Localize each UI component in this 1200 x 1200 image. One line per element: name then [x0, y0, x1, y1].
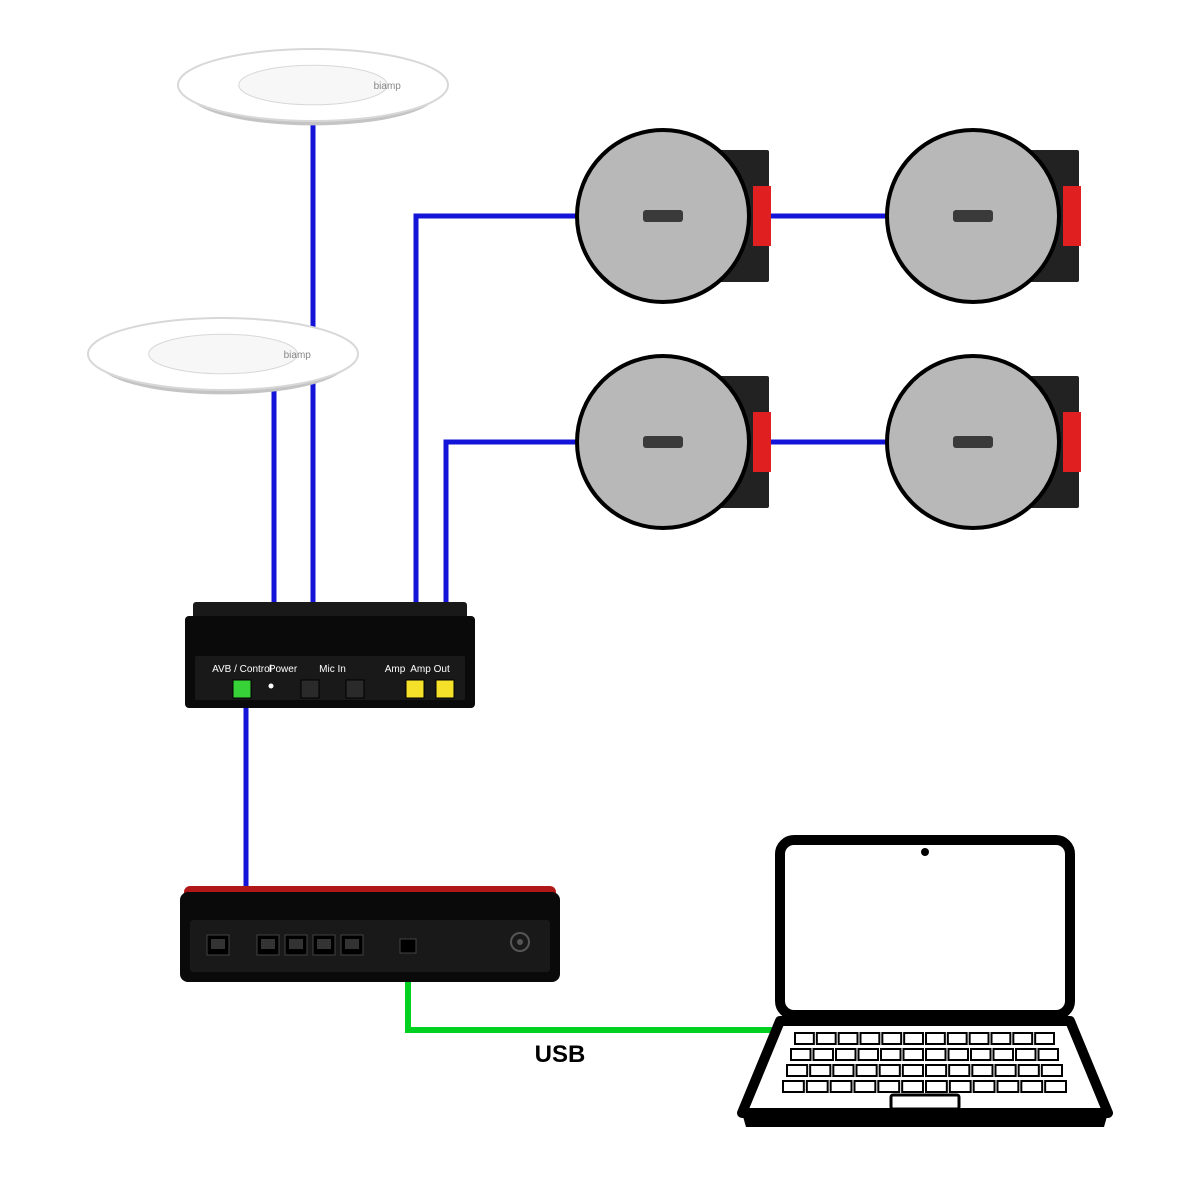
ceiling-brand-label: biamp: [284, 350, 312, 361]
usb-label: USB: [535, 1041, 586, 1068]
ceiling-mic-1: biamp: [178, 49, 448, 125]
dsp-port-label: Power: [269, 664, 298, 675]
dsp-port-label: AVB / Control: [212, 664, 272, 675]
network-switch: [180, 886, 560, 982]
dsp-port: [436, 680, 454, 698]
speaker-2: [887, 130, 1081, 302]
dsp-port: [406, 680, 424, 698]
speaker-1: [577, 130, 771, 302]
dsp-port: [301, 680, 319, 698]
dsp-port-label: Amp: [385, 664, 406, 675]
dsp-port: [233, 680, 251, 698]
dsp-device: AVB / ControlPower Mic In Amp Amp Out: [185, 602, 475, 708]
laptop-icon: [742, 840, 1108, 1127]
switch-usb-port: [400, 939, 416, 953]
speaker-4: [887, 356, 1081, 528]
dsp-port-label: Mic In: [319, 664, 346, 675]
ceiling-brand-label: biamp: [374, 81, 402, 92]
dsp-port-label: Amp Out: [410, 664, 450, 675]
dsp-port: [346, 680, 364, 698]
speaker-3: [577, 356, 771, 528]
ceiling-mic-2: biamp: [88, 318, 358, 394]
